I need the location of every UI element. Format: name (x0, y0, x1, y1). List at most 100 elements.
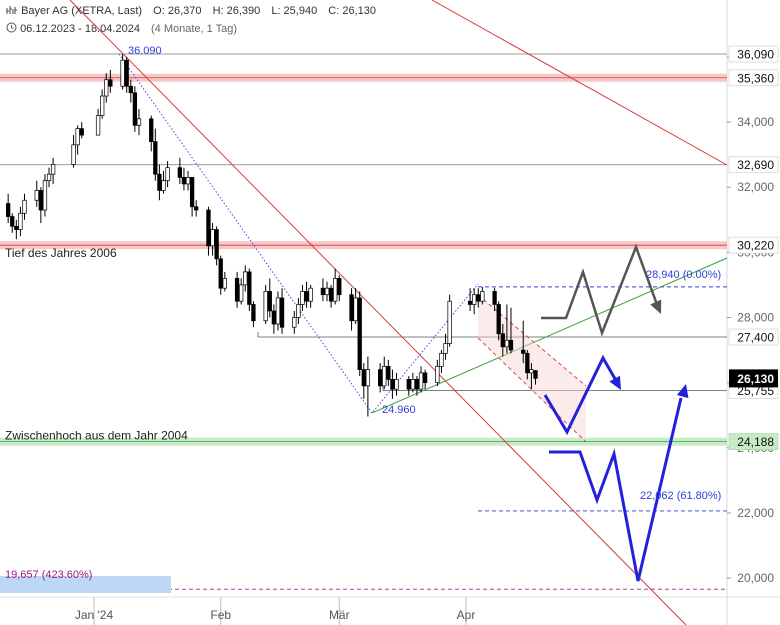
candle-body (525, 352, 530, 374)
flag-channel-lower (477, 337, 587, 443)
candle-body (275, 297, 281, 325)
price-tag-label: 25,755 (737, 384, 774, 398)
annotation-label: 19,657 (423.60%) (5, 569, 92, 581)
y-axis-tick-label: 32,000 (737, 180, 774, 194)
candle-body (181, 177, 187, 185)
projection-blue-arrowhead-1 (609, 375, 621, 390)
price-tag-box (728, 433, 779, 450)
chart-type-icon[interactable] (6, 5, 18, 15)
candle-body (435, 365, 440, 383)
chart-interval: (4 Monate, 1 Tag) (151, 23, 238, 35)
candle-body (308, 287, 313, 302)
candles-group (6, 54, 538, 417)
price-tag-box (728, 69, 779, 87)
candle-body (185, 177, 191, 185)
candle-body (443, 343, 448, 354)
candle-body (333, 278, 338, 302)
candle-body (492, 291, 497, 305)
zone-label: Zwischenhoch aus dem Jahr 2004 (5, 429, 188, 443)
candle-body (361, 369, 366, 387)
price-tag-label: 32,690 (737, 158, 774, 172)
candle-body (157, 173, 162, 191)
candle-body (357, 297, 362, 370)
candle-body (210, 229, 215, 247)
candle-body (533, 370, 538, 379)
candle-body (447, 300, 452, 344)
candle-body (365, 369, 371, 387)
candle-body (161, 180, 166, 191)
y-axis-tick-label: 28,000 (737, 310, 774, 324)
candle-body (79, 128, 84, 136)
candle-body (165, 167, 170, 182)
candle-body (467, 300, 473, 305)
candle-body (529, 369, 534, 374)
swing-dotted-line (118, 53, 479, 414)
candle-body (75, 128, 80, 146)
candle-body (243, 271, 248, 286)
candle-body (71, 144, 76, 165)
candle-body (271, 310, 277, 325)
candle-body (50, 164, 56, 175)
candle-body (34, 190, 39, 201)
chart-period: 06.12.2023 - 18.04.2024 (20, 23, 140, 35)
candle-body (504, 339, 510, 348)
candle-body (337, 278, 342, 296)
candle-body (382, 365, 387, 387)
candle-body (234, 278, 240, 302)
candle-body (136, 118, 142, 126)
downtrend-line (69, 0, 687, 625)
projection-gray-path (541, 243, 661, 337)
chart-header-line2: 06.12.2023 - 18.04.2024 (4 Monate, 1 Tag… (6, 22, 237, 35)
candle-body (267, 291, 272, 312)
projection-blue-path-2 (549, 397, 683, 582)
candle-body (104, 79, 109, 97)
candle-body (222, 278, 227, 289)
candle-body (378, 369, 383, 387)
candle-body (239, 284, 244, 302)
candle-body (324, 287, 330, 296)
last-price-tag-label: 26,130 (737, 372, 774, 386)
candle-body (349, 294, 354, 322)
candle-body (128, 85, 133, 94)
ohlc-low: L: 25,940 (271, 5, 318, 17)
candle-body (279, 297, 285, 328)
candle-body (422, 372, 428, 383)
candle-body (292, 317, 297, 328)
candle-body (418, 372, 424, 390)
candle-body (439, 352, 444, 367)
price-tag-box (728, 156, 779, 174)
candle-body (328, 287, 334, 302)
candle-body (320, 287, 326, 296)
candle-body (124, 59, 129, 87)
candle-body (18, 212, 23, 230)
upper-trend-line (431, 0, 728, 166)
price-tag-label: 36,090 (737, 48, 774, 62)
candle-body (120, 59, 125, 87)
annotation-label: 36.090 (128, 45, 162, 57)
candle-body (95, 115, 101, 136)
candle-body (263, 291, 268, 322)
y-axis-tick-label: 20,000 (737, 571, 774, 585)
annotation-label: 22,062 (61.80%) (640, 490, 721, 502)
price-tag-box (728, 328, 779, 346)
candle-body (394, 379, 399, 390)
candle-body (353, 297, 358, 322)
candle-body (251, 304, 256, 322)
fib-highlight-box (0, 576, 171, 593)
candle-body (410, 379, 416, 390)
flag-channel-fill (478, 295, 586, 442)
candle-body (153, 141, 158, 175)
zone-label: Tief des Jahres 2006 (5, 246, 117, 260)
x-axis-tick-label: Mär (329, 608, 350, 622)
candle-body (194, 206, 199, 211)
annotation-label: 24.960 (382, 404, 416, 416)
y-axis-tick-label: 22,000 (737, 506, 774, 520)
clock-icon (6, 22, 17, 33)
candle-body (247, 271, 252, 305)
candle-body (390, 379, 395, 390)
uptrend-line (371, 257, 728, 414)
ohlc-high: H: 26,390 (212, 5, 261, 17)
candle-body (14, 225, 19, 230)
